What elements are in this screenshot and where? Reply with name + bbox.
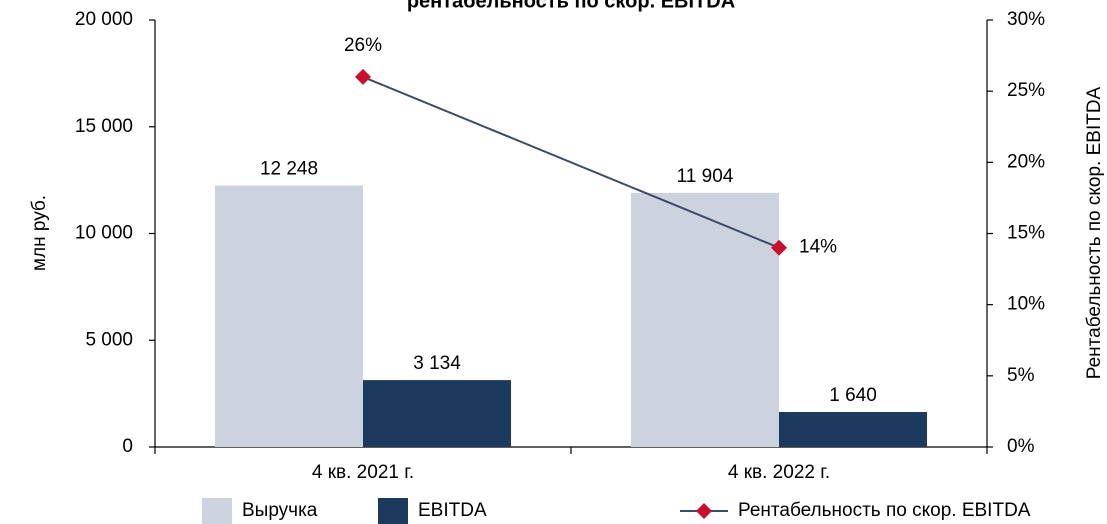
y2-tick-label: 30% [1007,9,1045,30]
line [362,76,780,249]
legend-swatch [202,498,232,524]
y-tick-label: 15 000 [75,116,133,137]
bar [215,185,363,448]
bar-value-label: 11 904 [677,166,734,187]
y2-tick-label: 0% [1007,436,1035,457]
line-marker [771,239,787,256]
y-tick-label: 10 000 [75,223,133,244]
y-tick-label: 5 000 [85,329,133,350]
line-value-label: 14% [799,237,837,258]
legend-marker [696,503,712,519]
y-axis-label: млн руб. [29,195,50,271]
bar-value-label: 3 134 [413,353,461,374]
bar [631,192,779,447]
bar [779,411,927,447]
y2-axis-label: Рентабельность по скор. EBITDA [1084,86,1105,379]
y2-tick-label: 15% [1007,223,1045,244]
legend-label: Рентабельность по скор. EBITDA [738,500,1031,521]
line-marker [355,68,371,85]
line-value-label: 26% [344,35,382,56]
y2-tick-label: 25% [1007,80,1045,101]
legend-swatch [378,498,408,524]
x-tick-label: 4 кв. 2021 г. [312,462,414,483]
y-tick-label: 20 000 [75,9,133,30]
bar-value-label: 12 248 [260,159,318,180]
y2-tick-label: 20% [1007,151,1045,172]
bar [363,380,511,447]
bar-value-label: 1 640 [829,385,877,406]
y-tick-label: 0 [122,436,133,457]
legend-label: Выручка [242,500,318,521]
x-tick-label: 4 кв. 2022 г. [728,462,830,483]
y2-tick-label: 10% [1007,294,1045,315]
y2-tick-label: 5% [1007,365,1035,386]
legend-label: EBITDA [418,500,487,521]
chart-title: рентабельность по скор. EBITDA [407,0,735,12]
